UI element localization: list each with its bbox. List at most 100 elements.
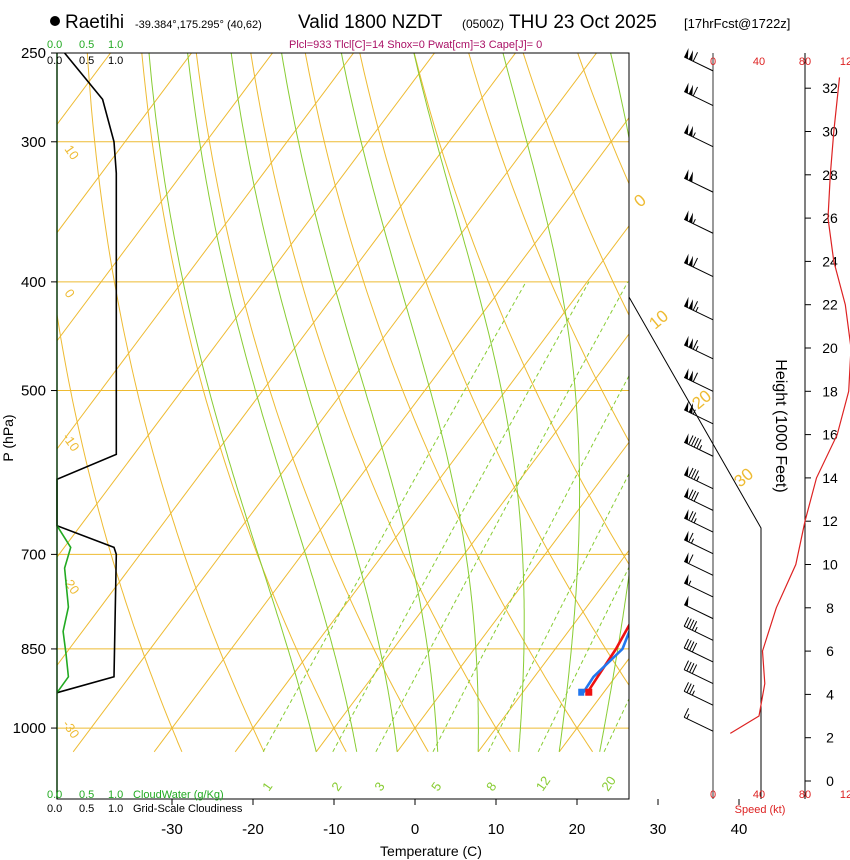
cloud-scale-tick: 1.0 xyxy=(108,39,123,51)
isotherm-line xyxy=(57,53,355,450)
speed-tick-top: 80 xyxy=(799,56,811,68)
wind-barb-pennant xyxy=(684,47,689,59)
wind-barb-half-flag xyxy=(699,445,703,450)
wind-barb xyxy=(683,509,714,533)
wind-barb-pennant xyxy=(684,530,689,542)
height-tick-label: 18 xyxy=(822,383,838,399)
height-tick-label: 26 xyxy=(822,210,838,226)
isotherm-line xyxy=(57,53,193,234)
cloud-scale-tick: 0.5 xyxy=(79,55,94,67)
wind-barb-pennant xyxy=(684,123,689,135)
x-tick-label: -10 xyxy=(323,821,345,838)
adiabat-label: 0 xyxy=(630,190,649,211)
height-tick-label: 4 xyxy=(826,686,834,702)
height-tick-label: 8 xyxy=(826,600,834,616)
wind-barb-flag xyxy=(686,683,692,693)
wind-barb-staff xyxy=(683,376,714,392)
wind-barb-flag xyxy=(691,664,698,674)
wind-barb-flag xyxy=(690,490,697,501)
wind-barb-flag xyxy=(693,492,699,502)
wind-barb-half-flag xyxy=(696,476,700,482)
wind-barb-flag xyxy=(693,437,699,448)
wind-barb xyxy=(683,123,714,148)
wind-barb xyxy=(683,595,714,620)
isotherm-line xyxy=(315,333,629,753)
wind-barb xyxy=(683,638,714,663)
wind-barb-flag xyxy=(683,617,689,627)
wind-barb-pennant xyxy=(684,465,689,477)
wind-barb-pennant xyxy=(688,125,694,137)
isotherms xyxy=(57,33,850,753)
wind-barb-staff xyxy=(683,441,714,457)
moist-adiabat xyxy=(187,53,358,752)
x-tick-label: -30 xyxy=(161,821,183,838)
height-tick-label: 2 xyxy=(826,730,834,746)
moist-adiabat xyxy=(230,53,398,752)
wind-barb-staff xyxy=(683,91,714,106)
cloud-scale-tick: 0.0 xyxy=(47,55,62,67)
height-tick-label: 16 xyxy=(822,427,838,443)
wind-barb-flag xyxy=(689,641,695,651)
temperature-line xyxy=(586,622,629,694)
wind-barb-flag xyxy=(688,511,694,521)
mixing-ratio-line xyxy=(332,281,590,753)
wind-barb-half-flag xyxy=(692,132,696,138)
wind-barb xyxy=(683,368,714,392)
pressure-tick-label: 250 xyxy=(21,45,46,62)
x-tick-label: 0 xyxy=(411,821,419,838)
x-tick-label: 40 xyxy=(731,821,748,838)
wind-barb-staff xyxy=(683,56,714,72)
isotherm-line xyxy=(57,53,274,342)
wind-barb-flag xyxy=(692,340,698,350)
wind-barb-staff xyxy=(683,716,714,732)
isobar-grid xyxy=(57,53,629,729)
cloud-scale-tick: 0.5 xyxy=(79,803,94,815)
surface-dew-marker xyxy=(578,688,585,696)
cloud-scale-tick: 0.0 xyxy=(47,803,62,815)
mixing-ratio-label: 5 xyxy=(428,779,444,794)
wind-barb-staff xyxy=(683,262,714,278)
isotherm-line xyxy=(57,53,436,558)
x-tick-label: 10 xyxy=(488,821,505,838)
wind-barb-flag xyxy=(683,660,689,670)
site-coords: -39.384°,175.295° (40,62) xyxy=(135,19,262,31)
dry-adiabat xyxy=(577,53,629,185)
height-tick-label: 12 xyxy=(822,513,838,529)
x-axis-title: Temperature (C) xyxy=(380,843,482,859)
isotherm-line xyxy=(640,33,850,752)
wind-barb-pennant xyxy=(684,509,689,520)
wind-barb-staff xyxy=(683,305,714,321)
dry-adiabat xyxy=(250,53,511,753)
isotherm-line xyxy=(57,53,112,126)
wind-barb-staff xyxy=(683,669,714,685)
wind-barb-staff xyxy=(683,344,714,360)
y-axis-title: P (hPa) xyxy=(0,414,16,461)
moist-adiabat xyxy=(502,53,581,752)
wind-barb-pennant xyxy=(684,210,689,222)
wind-barb xyxy=(683,82,714,106)
wind-barb-staff xyxy=(683,690,714,706)
height-tick-label: 22 xyxy=(822,297,838,313)
wind-barb-half-flag xyxy=(694,626,698,632)
wind-barb-pennant xyxy=(684,335,689,347)
speed-tick-bottom: 12 xyxy=(840,789,850,801)
isotherm-line xyxy=(72,53,598,753)
wind-barb-pennant xyxy=(684,552,689,564)
moist-adiabat xyxy=(640,53,732,752)
height-tick-label: 20 xyxy=(822,340,838,356)
wind-speed-line xyxy=(729,77,850,734)
dry-adiabat xyxy=(57,311,183,752)
speed-tick-bottom: 80 xyxy=(799,789,811,801)
mixing-ratio-line xyxy=(262,281,527,753)
wind-barb-half-flag xyxy=(690,538,695,544)
wind-barb-pennant xyxy=(684,169,689,180)
wind-barb xyxy=(683,335,714,360)
dry-adiabat xyxy=(786,33,850,752)
wind-barb-pennant xyxy=(684,296,689,308)
wind-barb-flag xyxy=(686,661,692,672)
height-tick-label: 30 xyxy=(822,124,838,140)
wind-barb-flag xyxy=(688,435,694,445)
wind-barb-flag xyxy=(688,467,694,478)
